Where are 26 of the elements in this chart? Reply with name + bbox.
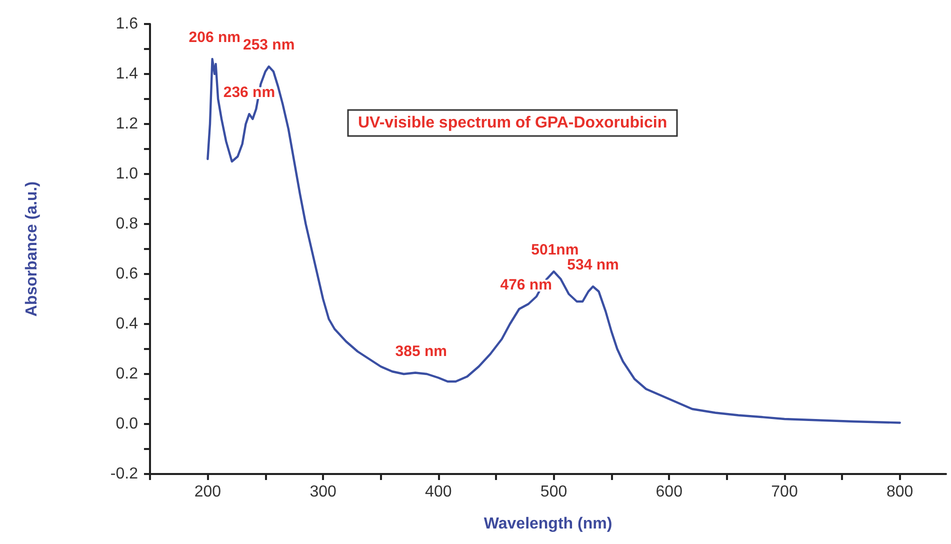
y-axis-title: Absorbance (a.u.) (24, 181, 40, 317)
annotation: 501nm (531, 242, 579, 258)
y-tick-label: 0.4 (116, 316, 138, 332)
y-tick-label: 0.6 (116, 266, 138, 282)
x-axis-title: Wavelength (nm) (484, 516, 612, 532)
annotation: 253 nm (242, 36, 295, 54)
y-tick-label: 0.2 (116, 366, 138, 382)
y-tick-label: 1.2 (116, 116, 138, 132)
y-tick-label: 0.0 (116, 416, 138, 432)
y-tick-label: 0.8 (116, 216, 138, 232)
y-tick-label: 1.6 (116, 16, 138, 32)
annotation: 385 nm (395, 342, 447, 360)
y-tick-label: -0.2 (110, 466, 138, 482)
x-tick-label: 700 (771, 484, 798, 500)
x-tick-label: 500 (540, 484, 568, 500)
x-tick-label: 800 (886, 484, 914, 500)
y-tick-label: 1.4 (116, 66, 138, 82)
annotation: 206 nm (188, 29, 240, 46)
text: UV-visible spectrum of GPA-Doxorubicin (358, 114, 668, 132)
x-tick-label: 400 (425, 484, 452, 500)
annotation: 534 nm (567, 256, 619, 274)
y-tick-label: 1.0 (116, 166, 138, 182)
x-tick-label: 200 (194, 484, 222, 500)
x-tick-label: 300 (310, 484, 336, 500)
x-tick-label: 600 (656, 484, 683, 500)
line-series (206, 58, 901, 424)
